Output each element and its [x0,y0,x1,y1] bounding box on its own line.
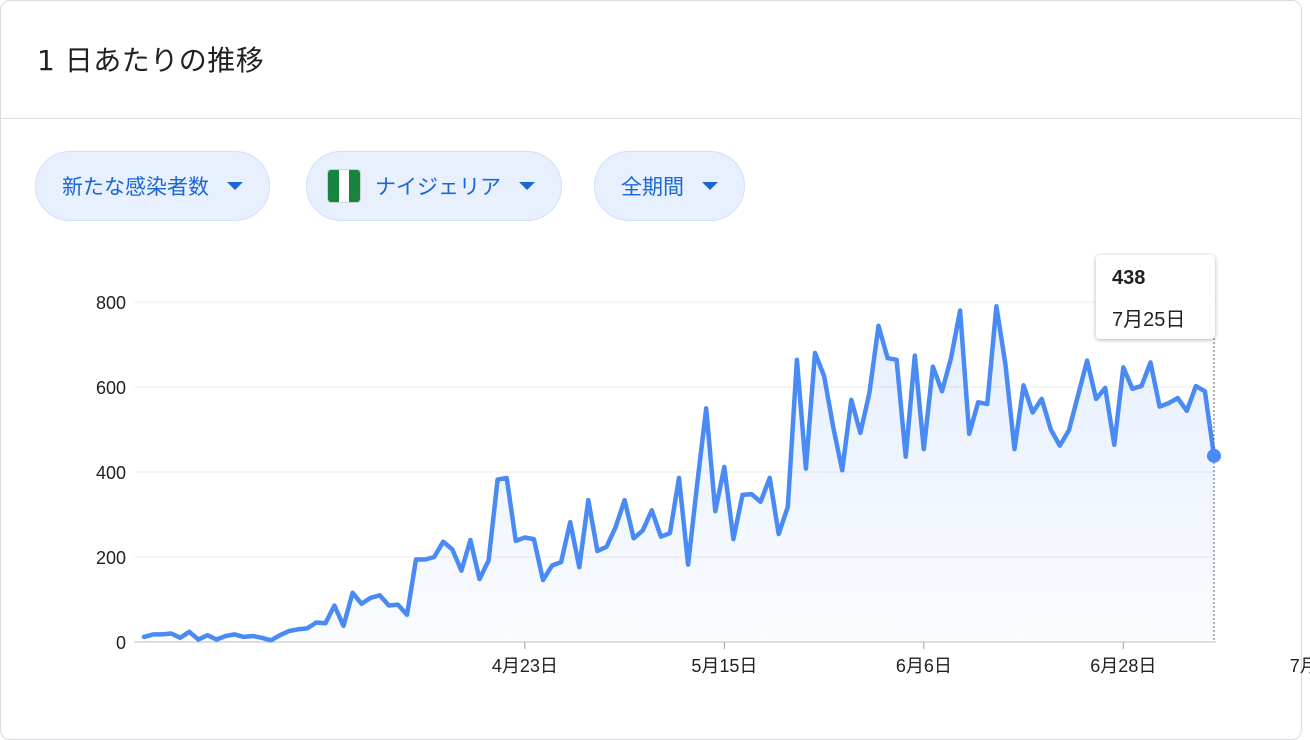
series-line [141,304,1217,643]
period-selector-label: 全期間 [621,175,684,199]
metric-selector-label: 新たな感染者数 [62,175,209,199]
card-title: 1 日あたりの推移 [37,44,265,77]
x-tick-label: 6月6日 [896,656,952,676]
y-tick-label: 800 [96,293,126,313]
chevron-down-icon [519,182,535,190]
hover-tooltip: 438 7月25日 [1096,255,1215,339]
metric-selector[interactable]: 新たな感染者数 [35,151,270,221]
x-tick-label: 4月23日 [492,656,558,676]
daily-cases-chart: 4月23日 5月15日 6月6日 6月28日 7月20日 0 200 400 600 800 [96,293,1310,676]
location-selector-label: ナイジェリア [375,175,501,199]
card-header: 1 日あたりの推移 [1,1,1301,119]
chevron-down-icon [227,182,243,190]
tooltip-value: 438 [1112,267,1146,289]
y-tick-label: 400 [96,463,126,483]
x-tick-label: 6月28日 [1090,656,1156,676]
y-tick-label: 200 [96,548,126,568]
y-tick-label: 0 [116,633,126,653]
series-area [144,306,1214,642]
y-tick-label: 600 [96,378,126,398]
period-selector[interactable]: 全期間 [594,151,745,221]
hover-point[interactable] [1207,448,1221,463]
nigeria-flag-icon [327,169,361,203]
location-selector[interactable]: ナイジェリア [306,151,562,221]
chevron-down-icon [702,182,718,190]
x-tick-label: 5月15日 [691,656,757,676]
tooltip-date: 7月25日 [1112,309,1186,331]
x-tick-label: 7月20日 [1290,656,1310,676]
